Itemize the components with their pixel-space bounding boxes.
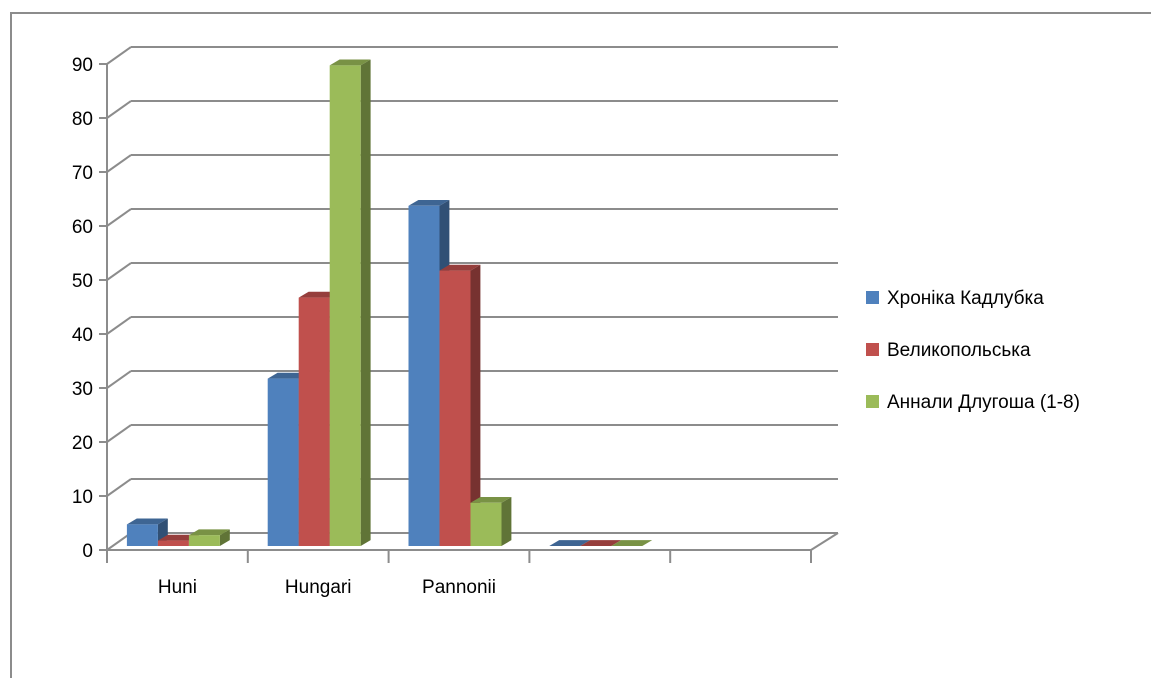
gridline-depth: [106, 316, 132, 335]
legend-swatch: [866, 343, 879, 356]
x-tick-label: Huni: [158, 577, 197, 598]
y-tick-label: 50: [72, 271, 93, 292]
gridline-depth: [106, 46, 132, 65]
bar-top: [470, 496, 512, 503]
y-tick-label: 10: [72, 487, 93, 508]
bar-top: [439, 264, 481, 271]
bar-front: [439, 270, 471, 546]
bar-side: [360, 59, 371, 547]
bar-top: [549, 540, 591, 546]
bar: [580, 540, 622, 546]
bar-front: [188, 535, 220, 546]
y-tick-label: 90: [72, 55, 93, 76]
legend: Хроніка Кадлубка Великопольська Аннали Длу…: [866, 288, 1080, 413]
x-tick-label: Pannonii: [422, 577, 496, 598]
y-tick-label: 0: [82, 541, 93, 562]
axes: [99, 63, 839, 563]
legend-label: Хроніка Кадлубка: [887, 288, 1044, 309]
legend-label: Великопольська: [887, 340, 1031, 361]
y-tick-label: 20: [72, 433, 93, 454]
gridline-depth: [106, 208, 132, 227]
bar-side: [470, 264, 481, 546]
legend-label: Аннали Длугоша (1-8): [887, 392, 1080, 413]
bar-front: [298, 297, 330, 546]
bar: [611, 540, 653, 546]
gridline-depth: [106, 262, 132, 281]
y-tick-label: 70: [72, 163, 93, 184]
bar-top: [611, 540, 653, 546]
bar-front: [267, 378, 299, 546]
bar-front: [408, 205, 440, 547]
bar-top: [298, 291, 340, 298]
bar-top: [408, 199, 450, 206]
bar-top: [267, 372, 309, 379]
bar-front: [329, 65, 361, 547]
x-tick-label: Hungari: [285, 577, 352, 598]
gridline-depth: [106, 478, 132, 497]
bar-top: [329, 59, 371, 66]
y-tick-label: 60: [72, 217, 93, 238]
y-tick-label: 40: [72, 325, 93, 346]
bar-top: [126, 518, 168, 525]
bar: [549, 540, 591, 546]
gridline-depth: [106, 100, 132, 119]
bar-side: [501, 496, 512, 546]
bar-front: [157, 540, 189, 546]
gridline-depth: [106, 370, 132, 389]
y-tick-label: 30: [72, 379, 93, 400]
bar: [329, 59, 371, 547]
gridline-depth: [106, 154, 132, 173]
bars: [126, 59, 653, 547]
bar-front: [470, 502, 502, 546]
bar-front: [126, 524, 158, 546]
bar: [439, 264, 481, 546]
axis-labels: 0 10 20 30 40 50 60 70 80 90 Huni Hungari Pannonii: [72, 55, 496, 598]
gridline-depth: [106, 424, 132, 443]
bar-side: [219, 529, 230, 546]
legend-swatch: [866, 395, 879, 408]
bar: [470, 496, 512, 546]
bar-top: [157, 534, 199, 541]
legend-swatch: [866, 291, 879, 304]
bar: [188, 529, 230, 546]
floor-edge: [810, 532, 839, 551]
bar-top: [188, 529, 230, 536]
y-tick-label: 80: [72, 109, 93, 130]
chart-frame: [10, 12, 1151, 678]
bar-top: [580, 540, 622, 546]
